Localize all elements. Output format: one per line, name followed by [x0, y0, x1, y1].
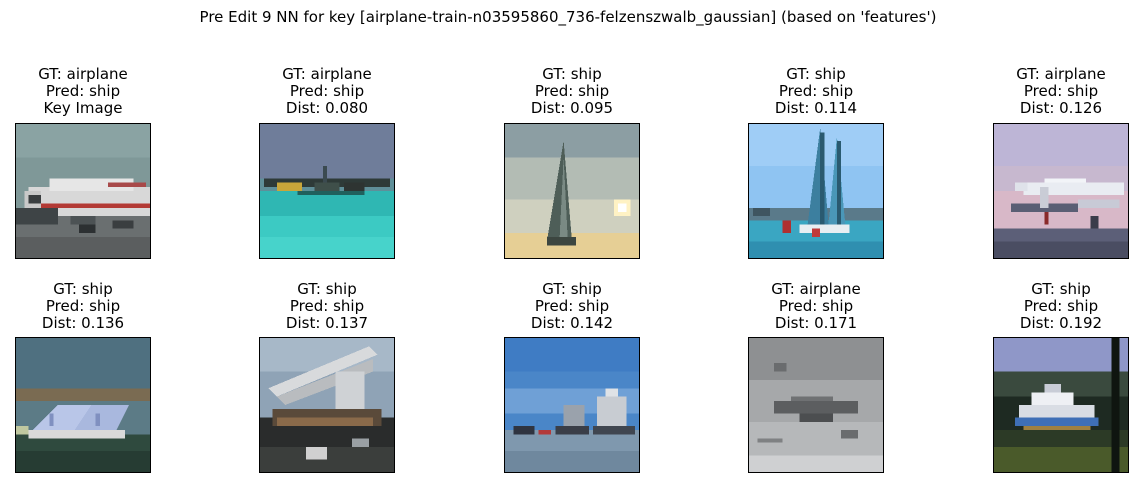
panel-caption: GT: ship Pred: ship Dist: 0.192 — [953, 281, 1136, 332]
panel-caption: GT: ship Pred: ship Dist: 0.137 — [219, 281, 435, 332]
pred-label: Pred: ship — [289, 82, 365, 100]
pred-label: Pred: ship — [534, 82, 610, 100]
gt-label: GT: ship — [53, 280, 113, 298]
panel-caption: GT: ship Pred: ship Dist: 0.095 — [464, 66, 680, 117]
thumbnail-harbor-boats — [504, 337, 640, 473]
pred-label: Pred: ship — [45, 82, 121, 100]
panel-caption: GT: ship Pred: ship Dist: 0.142 — [464, 281, 680, 332]
gt-label: GT: ship — [1031, 280, 1091, 298]
thumbnail-white-boat — [993, 337, 1129, 473]
distance-label: Dist: 0.171 — [774, 314, 858, 332]
distance-label: Dist: 0.137 — [285, 314, 369, 332]
panel-caption: GT: airplane Pred: ship Dist: 0.126 — [953, 66, 1136, 117]
thumbnail-airliner — [15, 123, 151, 259]
panel-caption: GT: airplane Pred: ship Dist: 0.171 — [708, 281, 924, 332]
distance-label: Dist: 0.095 — [530, 99, 614, 117]
pred-label: Pred: ship — [534, 297, 610, 315]
distance-label: Dist: 0.136 — [41, 314, 125, 332]
gt-label: GT: ship — [542, 280, 602, 298]
panel-caption: GT: airplane Pred: ship Key Image — [0, 66, 191, 117]
key-image-label: Key Image — [43, 99, 123, 117]
figure-title: Pre Edit 9 NN for key [airplane-train-n0… — [199, 8, 937, 26]
distance-label: Dist: 0.080 — [285, 99, 369, 117]
thumbnail-grey-aircraft — [748, 337, 884, 473]
thumbnail-seaplane — [259, 123, 395, 259]
distance-label: Dist: 0.192 — [1019, 314, 1103, 332]
thumbnail-sailboat-sunset — [504, 123, 640, 259]
gt-label: GT: airplane — [282, 65, 372, 83]
distance-label: Dist: 0.114 — [774, 99, 858, 117]
gt-label: GT: ship — [786, 65, 846, 83]
gt-label: GT: airplane — [1016, 65, 1106, 83]
pred-label: Pred: ship — [1023, 297, 1099, 315]
thumbnail-small-jet — [993, 123, 1129, 259]
distance-label: Dist: 0.142 — [530, 314, 614, 332]
thumbnail-crane-barge — [259, 337, 395, 473]
gt-label: GT: ship — [542, 65, 602, 83]
panel-caption: GT: ship Pred: ship Dist: 0.114 — [708, 66, 924, 117]
thumbnail-racing-yacht — [748, 123, 884, 259]
panel-caption: GT: airplane Pred: ship Dist: 0.080 — [219, 66, 435, 117]
gt-label: GT: airplane — [38, 65, 128, 83]
thumbnail-solar-building — [15, 337, 151, 473]
panel-caption: GT: ship Pred: ship Dist: 0.136 — [0, 281, 191, 332]
pred-label: Pred: ship — [289, 297, 365, 315]
gt-label: GT: ship — [297, 280, 357, 298]
pred-label: Pred: ship — [778, 82, 854, 100]
gt-label: GT: airplane — [771, 280, 861, 298]
pred-label: Pred: ship — [45, 297, 121, 315]
pred-label: Pred: ship — [778, 297, 854, 315]
distance-label: Dist: 0.126 — [1019, 99, 1103, 117]
pred-label: Pred: ship — [1023, 82, 1099, 100]
